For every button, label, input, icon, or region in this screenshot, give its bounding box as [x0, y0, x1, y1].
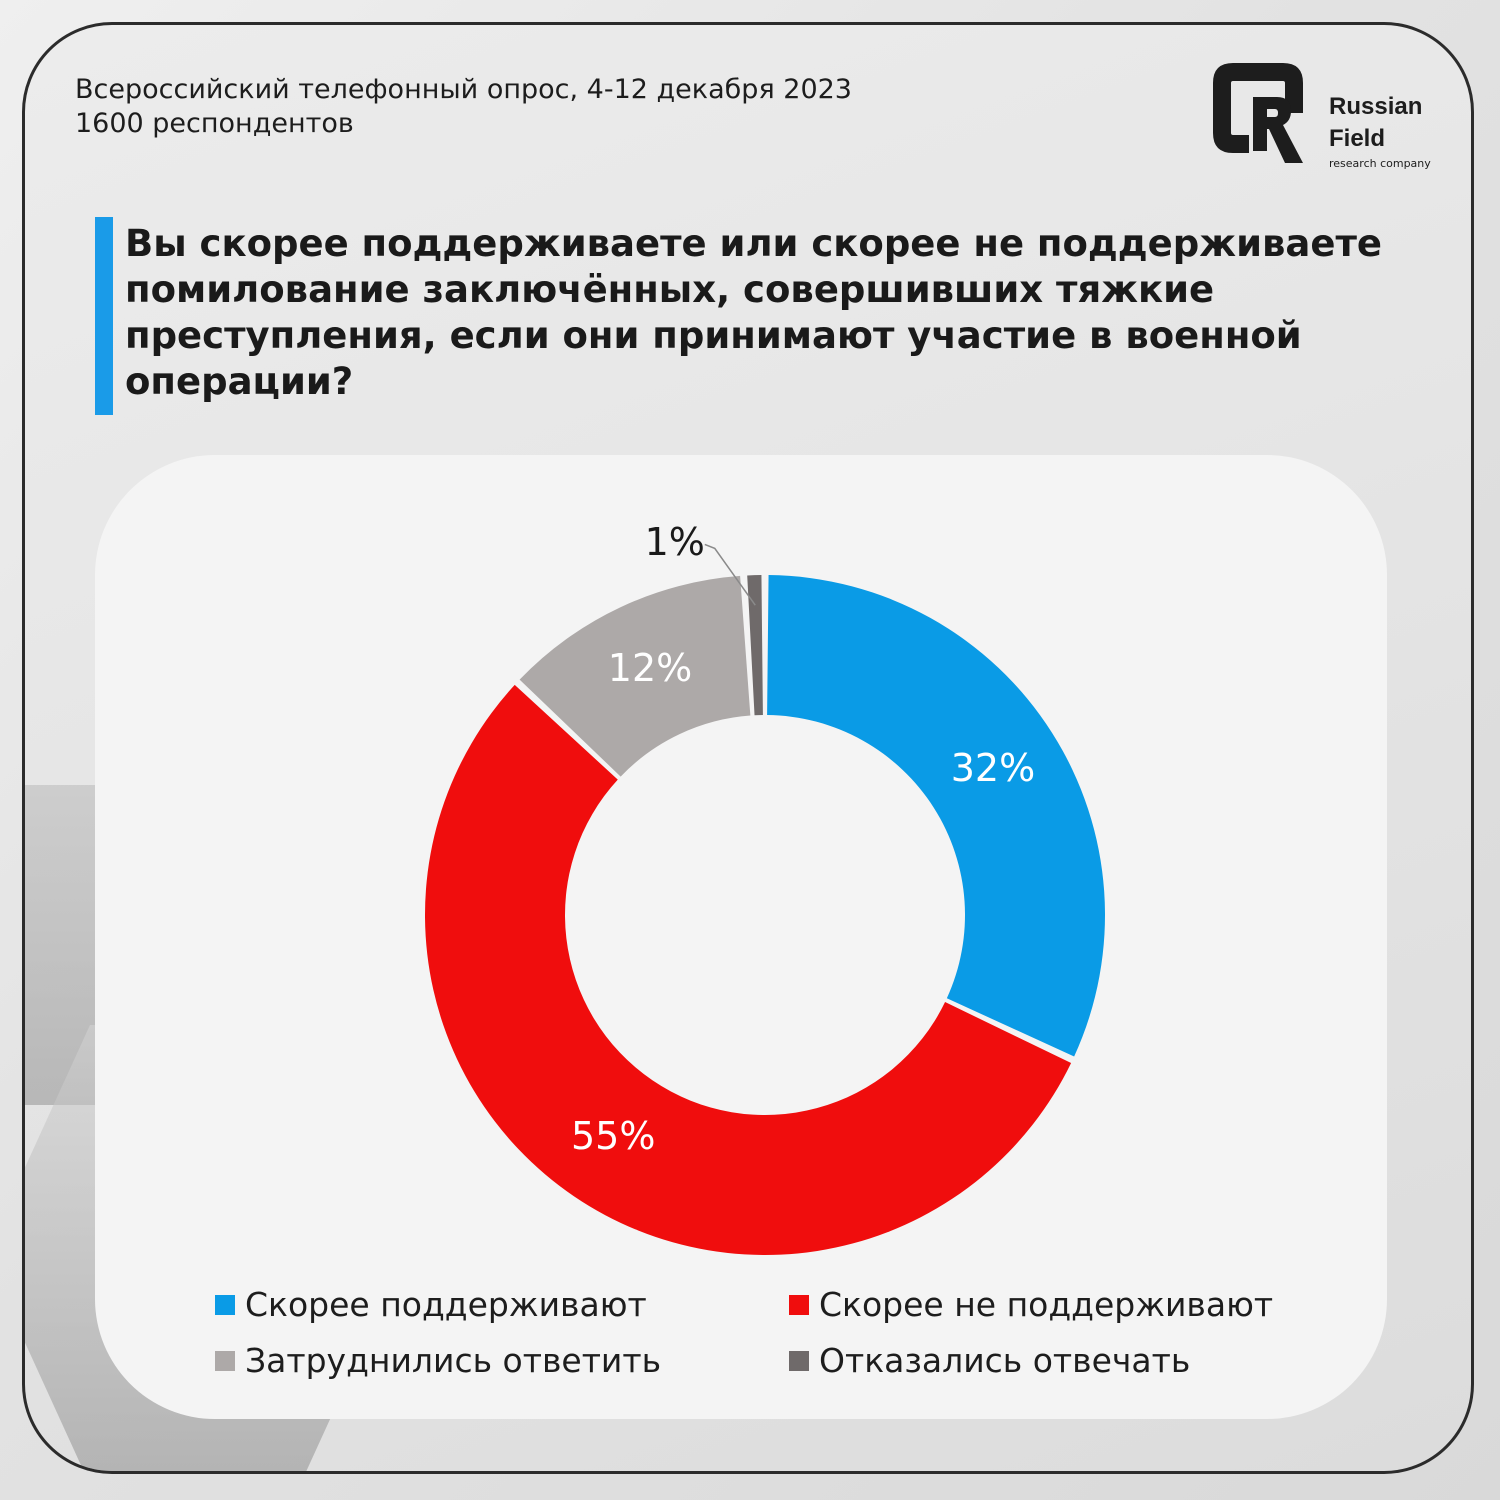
- legend-label: Отказались отвечать: [819, 1341, 1191, 1380]
- survey-respondents: 1600 респондентов: [75, 108, 354, 139]
- legend-item: Скорее поддерживают: [215, 1285, 647, 1324]
- logo-name-line2: Field: [1329, 125, 1386, 152]
- company-logo: Russian Field research company: [1205, 55, 1465, 195]
- legend-swatch: [215, 1350, 235, 1371]
- logo-name-line1: Russian: [1329, 93, 1423, 120]
- legend-label: Скорее не поддерживают: [819, 1285, 1274, 1324]
- rf-logo-icon: [1213, 63, 1303, 163]
- chart-title: Вы скорее поддерживаете или скорее не по…: [125, 221, 1383, 405]
- survey-info: Всероссийский телефонный опрос, 4-12 дек…: [75, 73, 852, 141]
- slice-label: 55%: [571, 1114, 655, 1158]
- donut-slice: [424, 684, 1072, 1255]
- chart-title-line: помилование заключённых, совершивших тяж…: [125, 268, 1215, 311]
- slice-label: 12%: [608, 646, 692, 690]
- legend-swatch: [789, 1350, 809, 1371]
- donut-slice: [747, 575, 763, 716]
- legend-swatch: [789, 1294, 809, 1315]
- donut-chart: 32% 55% 12% 1%: [424, 520, 1105, 1255]
- card-frame: Всероссийский телефонный опрос, 4-12 дек…: [22, 22, 1474, 1474]
- legend-item: Затруднились ответить: [215, 1341, 661, 1380]
- slice-label: 1%: [645, 520, 705, 564]
- survey-dates: Всероссийский телефонный опрос, 4-12 дек…: [75, 74, 852, 105]
- legend-item: Отказались отвечать: [789, 1341, 1190, 1380]
- legend-label: Скорее поддерживают: [245, 1285, 647, 1324]
- slice-label: 32%: [951, 746, 1035, 790]
- donut-slice: [767, 575, 1105, 1057]
- logo-text: Russian Field research company: [1329, 91, 1431, 170]
- leader-line: [704, 543, 756, 606]
- question-accent-bar: [95, 217, 113, 415]
- donut-slice: [519, 575, 751, 777]
- chart-title-line: преступления, если они принимают участие…: [125, 314, 1302, 357]
- legend-label: Затруднились ответить: [245, 1341, 662, 1380]
- chart-title-line: операции?: [125, 360, 354, 403]
- legend-swatch: [215, 1294, 235, 1315]
- chart-panel: 32% 55% 12% 1% Скорее поддерживают Скорее не…: [95, 455, 1387, 1419]
- logo-tagline: research company: [1329, 157, 1431, 170]
- legend-item: Скорее не поддерживают: [789, 1285, 1273, 1324]
- chart-title-line: Вы скорее поддерживаете или скорее не по…: [125, 222, 1383, 265]
